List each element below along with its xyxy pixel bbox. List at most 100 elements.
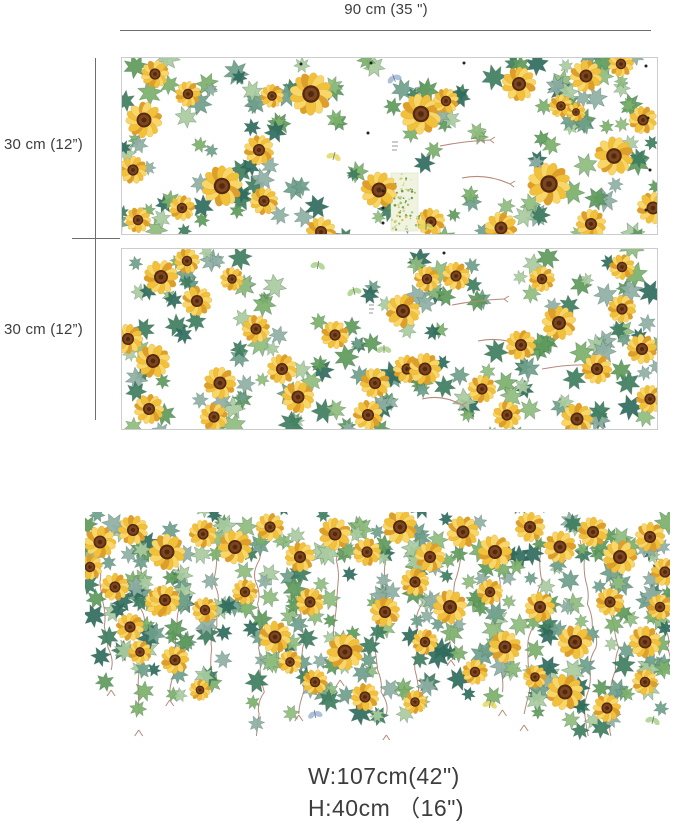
registration-dot	[644, 208, 648, 212]
ivy-leaf	[629, 148, 650, 169]
registration-dot	[366, 131, 370, 135]
sunflower	[302, 669, 328, 696]
ivy-leaf	[409, 613, 426, 629]
ivy-leaf	[574, 613, 590, 629]
ivy-leaf	[628, 227, 648, 234]
ivy-leaf	[536, 578, 556, 596]
sunflower	[411, 628, 438, 655]
sunflower	[577, 516, 609, 548]
ivy-leaf	[508, 613, 531, 636]
sunflower	[122, 323, 144, 355]
sunflower	[461, 659, 488, 685]
ivy-leaf	[242, 619, 261, 637]
ivy-leaf	[410, 512, 433, 520]
ivy-leaf	[204, 143, 219, 158]
sunflower	[632, 668, 659, 695]
ivy-leaf	[481, 64, 508, 91]
sunflower	[400, 93, 441, 135]
sunflower	[595, 587, 625, 617]
ivy-leaf	[579, 272, 595, 287]
ivy-leaf	[356, 58, 376, 70]
ivy-leaf	[269, 205, 290, 225]
vine-tip	[498, 709, 507, 717]
sunflower	[231, 578, 259, 605]
ivy-leaf	[151, 208, 171, 229]
ivy-leaf	[85, 588, 107, 609]
sunflower	[385, 293, 421, 329]
vine-tip	[134, 729, 144, 737]
ivy-leaf	[603, 614, 624, 635]
sunflower	[414, 541, 446, 573]
ivy-leaf	[619, 249, 645, 260]
ivy-leaf	[534, 98, 553, 116]
ivy-leaf	[252, 292, 277, 318]
ivy-leaf	[129, 134, 149, 154]
sunflower	[603, 540, 638, 575]
sunflower	[467, 374, 497, 404]
assembled-height-text: H:40cm （16")	[308, 795, 465, 821]
registration-dot	[442, 251, 446, 255]
sunflower	[305, 216, 337, 234]
ivy-leaf	[286, 526, 305, 546]
sunflower	[278, 649, 302, 675]
sunflower	[524, 591, 556, 623]
sunflower	[505, 330, 537, 361]
vine-tip	[519, 724, 529, 732]
ivy-leaf	[346, 161, 369, 184]
ivy-leaf	[591, 578, 607, 594]
ivy-leaf	[190, 543, 211, 565]
ivy-leaf	[558, 58, 573, 74]
ivy-leaf	[558, 598, 575, 616]
ivy-leaf	[136, 574, 154, 592]
ivy-leaf	[607, 177, 624, 194]
sunflower	[527, 162, 571, 206]
sunflower	[581, 353, 613, 385]
ivy-leaf	[620, 97, 637, 114]
sunflower	[192, 596, 218, 623]
ivy-leaf	[256, 574, 272, 590]
ivy-leaf	[503, 658, 523, 678]
sunflower	[326, 633, 364, 671]
ivy-leaf	[501, 594, 517, 610]
ivy-leaf	[461, 686, 476, 702]
ivy-leaf	[122, 205, 129, 221]
sunflower	[569, 59, 603, 93]
ivy-leaf	[291, 360, 312, 381]
sunflower	[260, 83, 285, 108]
vine-tip	[446, 659, 456, 667]
ivy-leaf	[523, 571, 539, 586]
ivy-leaf	[342, 316, 362, 337]
ivy-leaf	[513, 376, 532, 396]
sheet-2-artwork	[122, 249, 657, 429]
sprig	[439, 136, 496, 147]
ivy-leaf	[383, 97, 402, 117]
ivy-leaf	[413, 152, 436, 174]
sunflower	[122, 155, 148, 184]
butterfly-icon	[645, 716, 660, 726]
ivy-leaf	[584, 187, 609, 211]
butterfly-icon	[347, 287, 362, 297]
registration-dot	[381, 189, 385, 193]
ivy-leaf	[268, 325, 288, 346]
ivy-leaf	[177, 223, 192, 234]
ivy-leaf	[557, 569, 580, 592]
ivy-leaf	[529, 204, 552, 227]
ivy-leaf	[213, 650, 233, 669]
ivy-leaf	[208, 252, 226, 269]
ivy-leaf	[349, 365, 371, 386]
ivy-leaf	[479, 363, 496, 380]
sunflower	[115, 612, 144, 641]
ivy-leaf	[309, 312, 329, 331]
assembled-size-text: W:107cm(42") H:40cm （16")	[308, 760, 464, 824]
ivy-leaf	[123, 416, 143, 429]
ivy-leaf	[540, 135, 562, 156]
ivy-leaf	[120, 545, 139, 564]
ivy-leaf	[198, 249, 215, 260]
ivy-leaf	[341, 565, 358, 583]
sunflower	[541, 305, 576, 340]
sunflower	[442, 261, 471, 290]
sunflower	[529, 266, 556, 293]
sunflower	[561, 402, 594, 429]
ivy-leaf	[644, 135, 657, 151]
ivy-leaf	[85, 604, 107, 628]
